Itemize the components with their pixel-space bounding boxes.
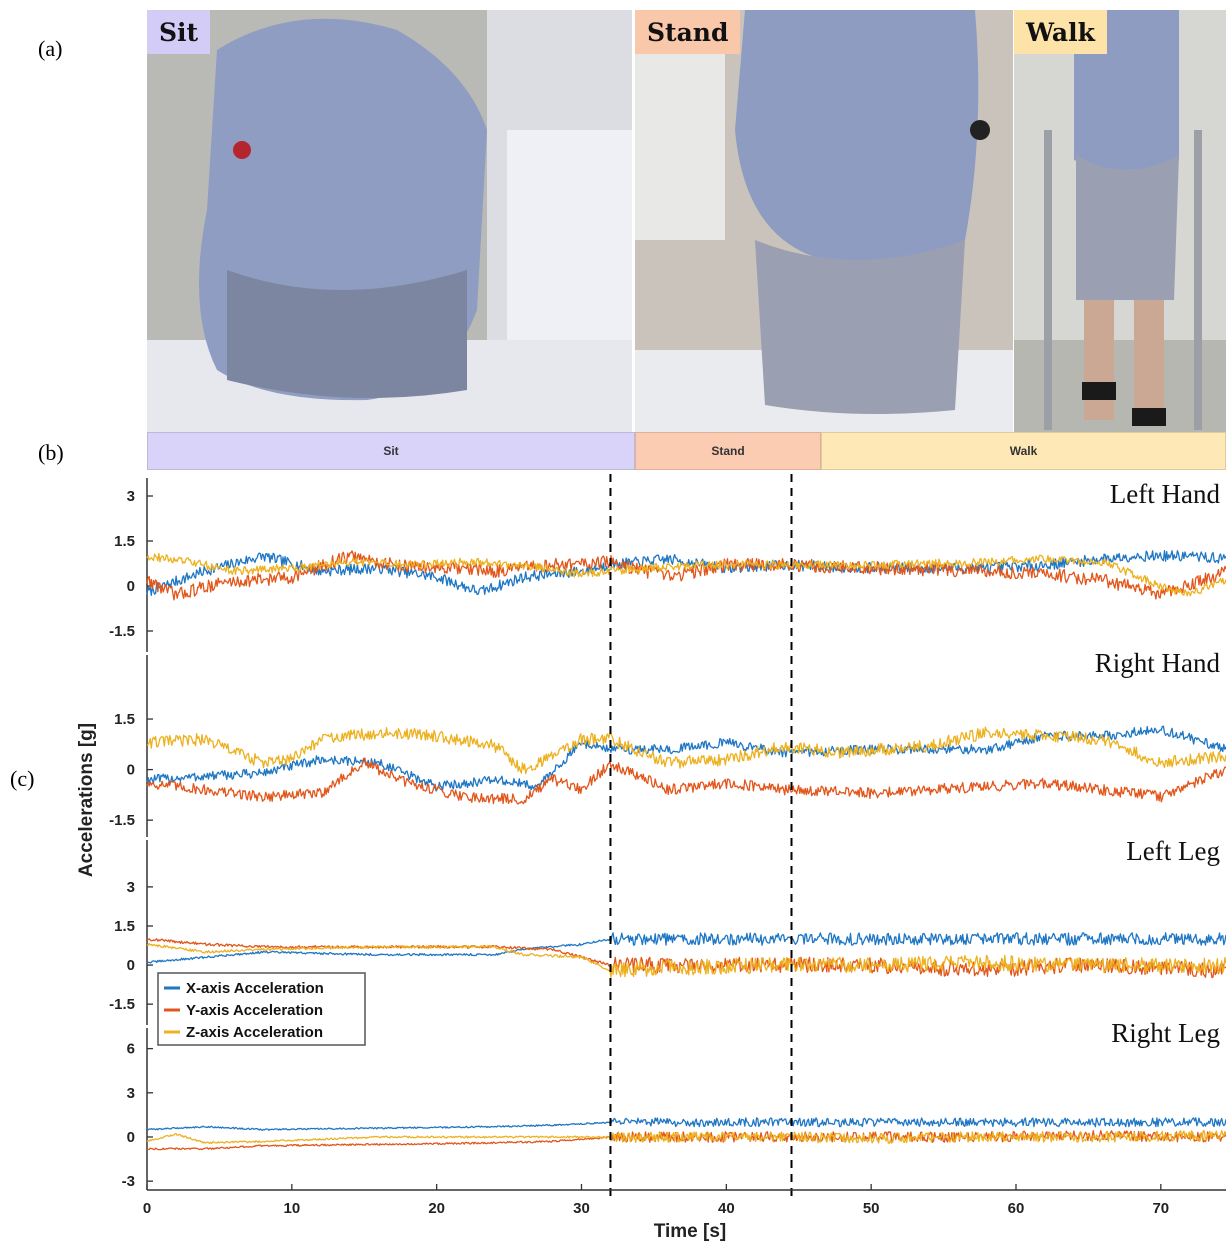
x-tick-label: 60 <box>1008 1200 1025 1217</box>
y-tick-label: -1.5 <box>109 812 135 829</box>
sensor-label: Left Hand <box>1110 479 1221 509</box>
y-tick-label: 0 <box>127 578 135 595</box>
y-tick-label: 3 <box>127 1085 135 1102</box>
sensor-label: Right Hand <box>1095 648 1221 678</box>
segment-sit: Sit <box>147 432 635 470</box>
series-line-y <box>146 1130 1226 1151</box>
series-line-y <box>146 550 1226 601</box>
x-tick-label: 20 <box>428 1200 445 1217</box>
series-line-y <box>146 757 1226 805</box>
legend-entry: X-axis Acceleration <box>186 980 324 997</box>
y-tick-label: 3 <box>127 488 135 505</box>
x-tick-label: 50 <box>863 1200 880 1217</box>
photo-stand-illustration <box>635 10 1013 432</box>
y-tick-label: 1.5 <box>114 711 135 728</box>
photo-stand-tag: Stand <box>635 10 741 54</box>
y-tick-label: 6 <box>127 1041 135 1058</box>
series-line-z <box>146 552 1226 597</box>
y-tick-label: 0 <box>127 1129 135 1146</box>
x-tick-label: 10 <box>283 1200 300 1217</box>
series-line-x <box>146 932 1226 964</box>
y-tick-label: -1.5 <box>109 996 135 1013</box>
segment-walk: Walk <box>821 432 1226 470</box>
photo-walk-illustration <box>1014 10 1226 432</box>
x-tick-label: 40 <box>718 1200 735 1217</box>
series-line-z <box>146 1129 1226 1145</box>
x-tick-label: 0 <box>143 1200 151 1217</box>
legend-box <box>157 972 366 1046</box>
photo-sit-illustration <box>147 10 632 432</box>
panel-label-c: (c) <box>10 766 35 791</box>
sensor-label: Right Leg <box>1111 1018 1220 1048</box>
x-tick-label: 70 <box>1152 1200 1169 1217</box>
sensor-label: Left Leg <box>1126 836 1220 866</box>
y-tick-label: 1.5 <box>114 533 135 550</box>
series-line-x <box>146 725 1226 792</box>
y-tick-label: 0 <box>127 957 135 974</box>
segment-stand: Stand <box>635 432 821 470</box>
panel-label-a: (a) <box>38 36 63 61</box>
y-tick-label: 0 <box>127 762 135 779</box>
y-tick-label: 1.5 <box>114 918 135 935</box>
x-axis-title: Time [s] <box>654 1221 727 1241</box>
series-line-x <box>147 1117 1226 1131</box>
series-line-z <box>146 942 1226 978</box>
y-tick-label: -3 <box>122 1173 135 1190</box>
series-line-z <box>146 726 1226 775</box>
y-tick-label: -1.5 <box>109 623 135 640</box>
panel-label-b: (b) <box>38 440 64 465</box>
photo-sit: Sit <box>147 10 632 432</box>
x-tick-label: 30 <box>573 1200 590 1217</box>
photo-walk-tag: Walk <box>1014 10 1107 54</box>
photo-stand: Stand <box>635 10 1013 432</box>
photo-sit-tag: Sit <box>147 10 211 54</box>
photo-walk: Walk <box>1014 10 1226 432</box>
y-axis-title: Accelerations [g] <box>76 723 97 877</box>
y-tick-label: 3 <box>127 879 135 896</box>
legend-entry: Z-axis Acceleration <box>186 1024 323 1041</box>
legend-entry: Y-axis Acceleration <box>186 1002 323 1019</box>
